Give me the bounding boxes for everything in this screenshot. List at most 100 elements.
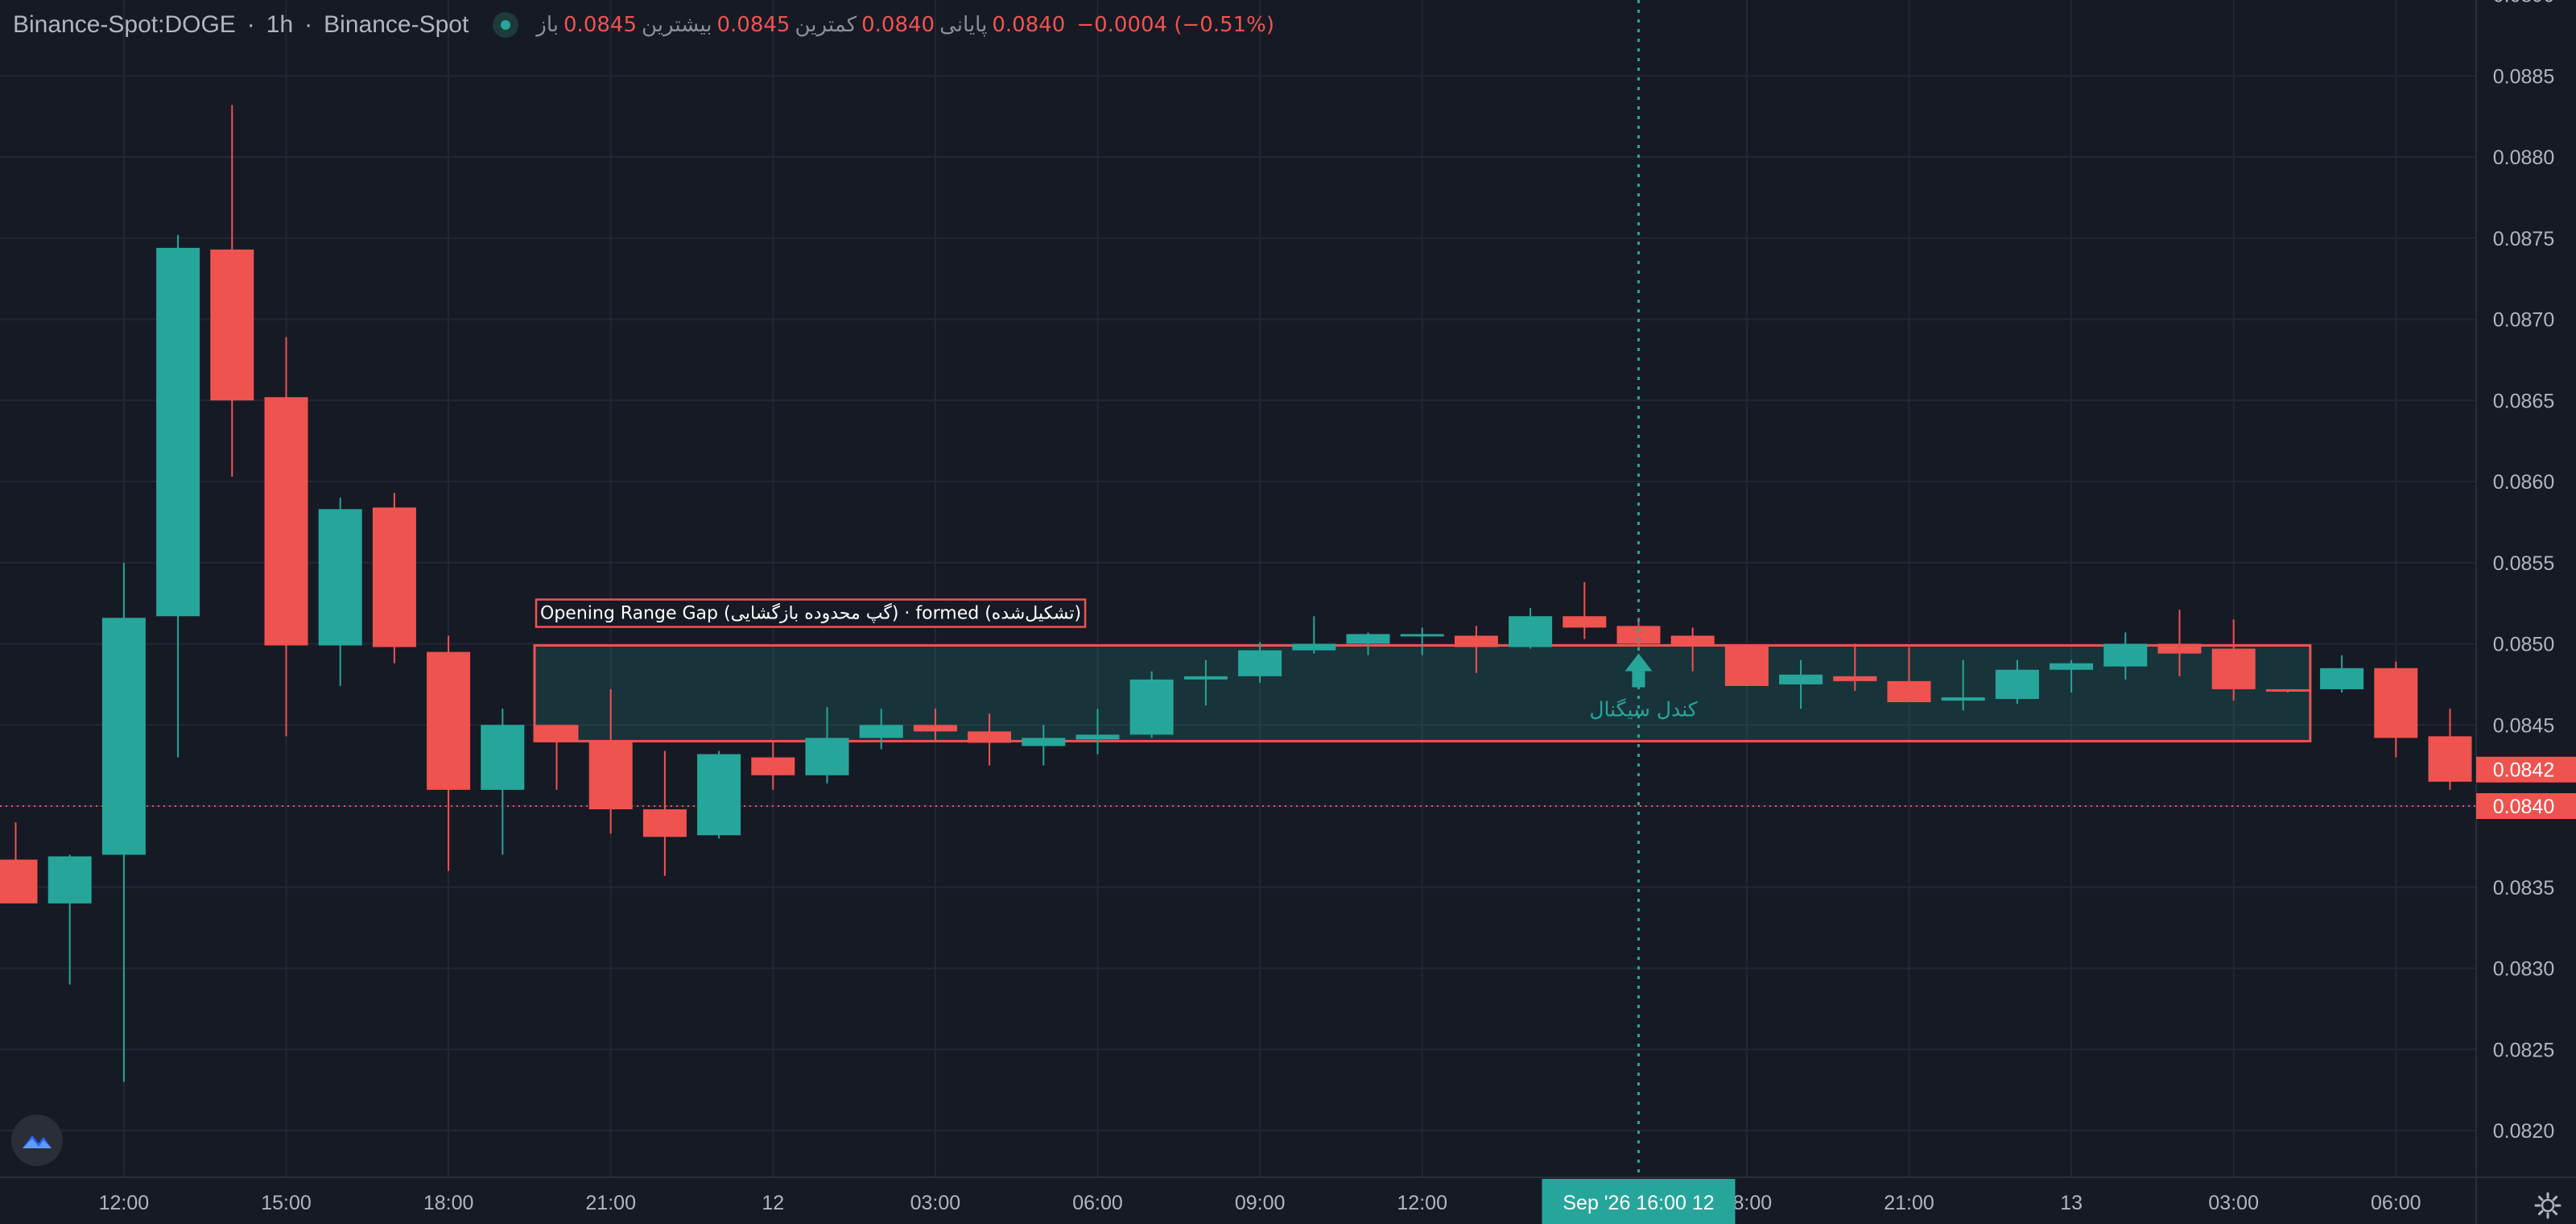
y-axis-tick-label: 0.0890 (2493, 0, 2554, 7)
settings-gear-icon[interactable] (2534, 1192, 2562, 1219)
legend-open-label: باز (536, 13, 559, 37)
candle-body (210, 249, 254, 401)
chart-legend: Binance-Spot:DOGE · 1h · Binance-Spot با… (13, 11, 1275, 38)
x-axis-tick-label: 03:00 (910, 1192, 961, 1214)
signal-label: کندل سیگنال (1589, 698, 1697, 722)
candle-body (642, 809, 687, 837)
y-axis-tick-label: 0.0860 (2493, 471, 2554, 494)
x-axis-tick-label: 06:00 (1072, 1192, 1123, 1214)
y-axis-tick-label: 0.0835 (2493, 877, 2554, 899)
zone-label-box (535, 598, 1087, 628)
price-label-text: 0.0842 (2493, 759, 2554, 782)
x-axis-tick-label: 12:00 (1397, 1192, 1447, 1214)
candle-body (1022, 738, 1066, 746)
legend-low-label: کمترین (795, 13, 857, 37)
legend-close-label: پایانی (939, 13, 988, 37)
y-axis-tick-label: 0.0855 (2493, 552, 2554, 575)
price-label-tag (2476, 793, 2576, 819)
candle-body (318, 509, 362, 646)
candle-body (2157, 643, 2202, 654)
legend-change-value: −0.0004 (−0.51%) (1076, 13, 1275, 37)
candle-body (1995, 669, 2039, 700)
candle-body (481, 725, 525, 790)
candle-body (372, 507, 416, 647)
x-axis-tick-label: 06:00 (2371, 1192, 2421, 1214)
legend-symbol[interactable]: Binance-Spot:DOGE (13, 11, 236, 38)
candle-body (2428, 736, 2472, 782)
x-axis-tick-label: 15:00 (261, 1192, 312, 1214)
x-axis-tick-label: 12:00 (99, 1192, 150, 1214)
candle-body (805, 738, 849, 775)
y-axis-tick-label: 0.0830 (2493, 958, 2554, 981)
candle-body (156, 247, 200, 617)
candle-body (751, 757, 795, 775)
signal-arrow-icon (1624, 653, 1653, 688)
x-axis-tick-label: 21:00 (585, 1192, 636, 1214)
candle-body (913, 725, 957, 732)
y-axis-tick-label: 0.0870 (2493, 309, 2554, 332)
crosshair-time-tag (1542, 1179, 1736, 1224)
market-status-icon[interactable] (493, 12, 519, 38)
y-axis-tick-label: 0.0825 (2493, 1039, 2554, 1061)
tradingview-logo-icon[interactable] (11, 1114, 63, 1166)
x-axis-tick-label: 09:00 (1235, 1192, 1286, 1214)
candle-body (2374, 668, 2418, 738)
opening-range-gap-zone (533, 644, 2312, 742)
x-axis-tick-label: 03:00 (2208, 1192, 2259, 1214)
candle-body (1833, 676, 1877, 681)
candle-body (588, 741, 633, 810)
y-axis-tick-label: 0.0845 (2493, 714, 2554, 737)
candle-body (2320, 668, 2364, 689)
candle-body (1075, 734, 1120, 740)
candle-body (1563, 616, 1607, 628)
candle-body (859, 725, 903, 738)
candle-body (1779, 674, 1823, 684)
candle-body (1238, 650, 1282, 676)
y-axis-tick-label: 0.0885 (2493, 65, 2554, 88)
y-axis-tick-label: 0.0865 (2493, 390, 2554, 412)
legend-high-value: 0.0845 (716, 13, 791, 37)
price-label-tag (2476, 756, 2576, 783)
candle-body (264, 397, 308, 646)
legend-low-value: 0.0840 (861, 13, 935, 37)
candle-body (1183, 676, 1228, 680)
y-axis-tick-label: 0.0875 (2493, 228, 2554, 250)
candle-body (1616, 626, 1661, 644)
legend-interval[interactable]: 1h (266, 11, 294, 38)
crosshair-time-label: Sep '26 16:00 12 (1563, 1192, 1714, 1214)
y-axis-tick-label: 0.0850 (2493, 634, 2554, 656)
legend-close-value: 0.0840 (992, 13, 1066, 37)
candle-body (1509, 616, 1553, 647)
y-axis-tick-label: 0.0880 (2493, 147, 2554, 169)
candle-body (968, 731, 1012, 743)
x-axis-tick-label: 12 (762, 1192, 784, 1214)
x-axis-tick-label: 18:00 (423, 1192, 474, 1214)
candle-body (1454, 635, 1498, 647)
candle-body (535, 725, 579, 742)
candle-body (2103, 643, 2148, 667)
y-axis-tick-label: 0.0820 (2493, 1120, 2554, 1143)
candle-body (1724, 645, 1769, 686)
candle-body (1941, 697, 1985, 701)
x-axis-tick-label: 13 (2060, 1192, 2083, 1214)
candle-body (427, 651, 471, 790)
candle-body (2211, 648, 2256, 689)
candle-body (47, 856, 92, 904)
legend-high-label: بیشترین (642, 13, 712, 37)
x-axis-tick-label: 21:00 (1884, 1192, 1934, 1214)
candle-body (1670, 635, 1715, 646)
candle-body (1129, 679, 1174, 735)
candle-body (2265, 688, 2310, 692)
zone-label: Opening Range Gap (گپ محدوده بازگشایی) ·… (540, 603, 1081, 624)
candle-body (697, 754, 741, 836)
price-label-text: 0.0840 (2493, 796, 2554, 818)
candle-body (0, 859, 38, 904)
candle-body (1887, 680, 1931, 703)
legend-exchange: Binance-Spot (324, 11, 469, 38)
candle-body (101, 618, 146, 855)
candle-body (1346, 634, 1390, 644)
candle-body (2050, 663, 2094, 670)
legend-open-value: 0.0845 (564, 13, 637, 37)
